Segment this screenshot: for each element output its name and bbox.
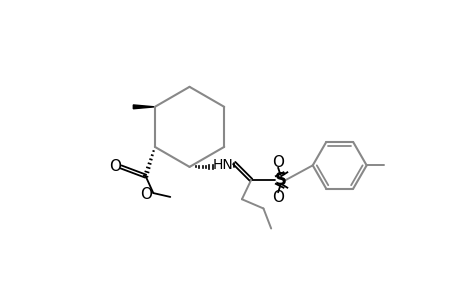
- Text: O: O: [272, 155, 284, 170]
- Text: O: O: [272, 190, 284, 205]
- Text: S: S: [274, 171, 286, 189]
- Text: O: O: [140, 187, 152, 202]
- Polygon shape: [133, 105, 155, 109]
- Text: O: O: [109, 159, 121, 174]
- Text: HN: HN: [213, 158, 233, 172]
